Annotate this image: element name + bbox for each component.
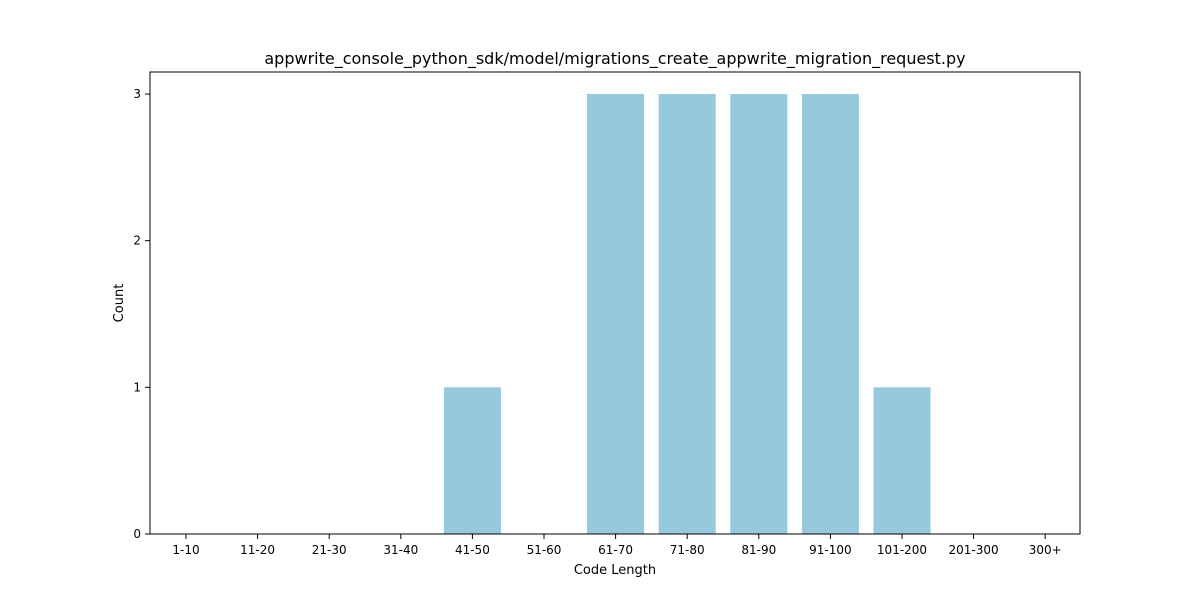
bar-91-100 bbox=[801, 94, 859, 534]
bars-group bbox=[443, 94, 931, 534]
y-tick-label: 3 bbox=[133, 87, 141, 101]
y-tick-label: 1 bbox=[133, 380, 141, 394]
bar-41-50 bbox=[443, 387, 501, 534]
y-tick-label: 0 bbox=[133, 527, 141, 541]
x-tick-label: 101-200 bbox=[877, 543, 927, 557]
x-tick-label: 51-60 bbox=[527, 543, 562, 557]
x-tick-label: 31-40 bbox=[383, 543, 418, 557]
y-axis-ticks: 0 1 2 3 bbox=[133, 87, 150, 541]
bar-71-80 bbox=[658, 94, 716, 534]
x-tick-label: 21-30 bbox=[312, 543, 347, 557]
y-tick-label: 2 bbox=[133, 234, 141, 248]
x-axis-label: Code Length bbox=[574, 563, 656, 578]
bar-101-200 bbox=[873, 387, 931, 534]
x-tick-label: 300+ bbox=[1029, 543, 1062, 557]
x-tick-label: 201-300 bbox=[949, 543, 999, 557]
x-tick-label: 11-20 bbox=[240, 543, 275, 557]
bar-61-70 bbox=[587, 94, 645, 534]
plot-frame bbox=[149, 71, 1081, 535]
y-axis-label: Count bbox=[112, 284, 127, 323]
chart-title: appwrite_console_python_sdk/model/migrat… bbox=[264, 49, 965, 69]
x-tick-label: 1-10 bbox=[172, 543, 199, 557]
x-tick-label: 81-90 bbox=[741, 543, 776, 557]
x-axis-ticks: 1-10 11-20 21-30 31-40 41-50 51-60 61-70 71-80 8… bbox=[172, 534, 1062, 557]
x-tick-label: 71-80 bbox=[670, 543, 705, 557]
bar-81-90 bbox=[730, 94, 788, 534]
x-tick-label: 91-100 bbox=[809, 543, 852, 557]
x-tick-label: 61-70 bbox=[598, 543, 633, 557]
x-tick-label: 41-50 bbox=[455, 543, 490, 557]
